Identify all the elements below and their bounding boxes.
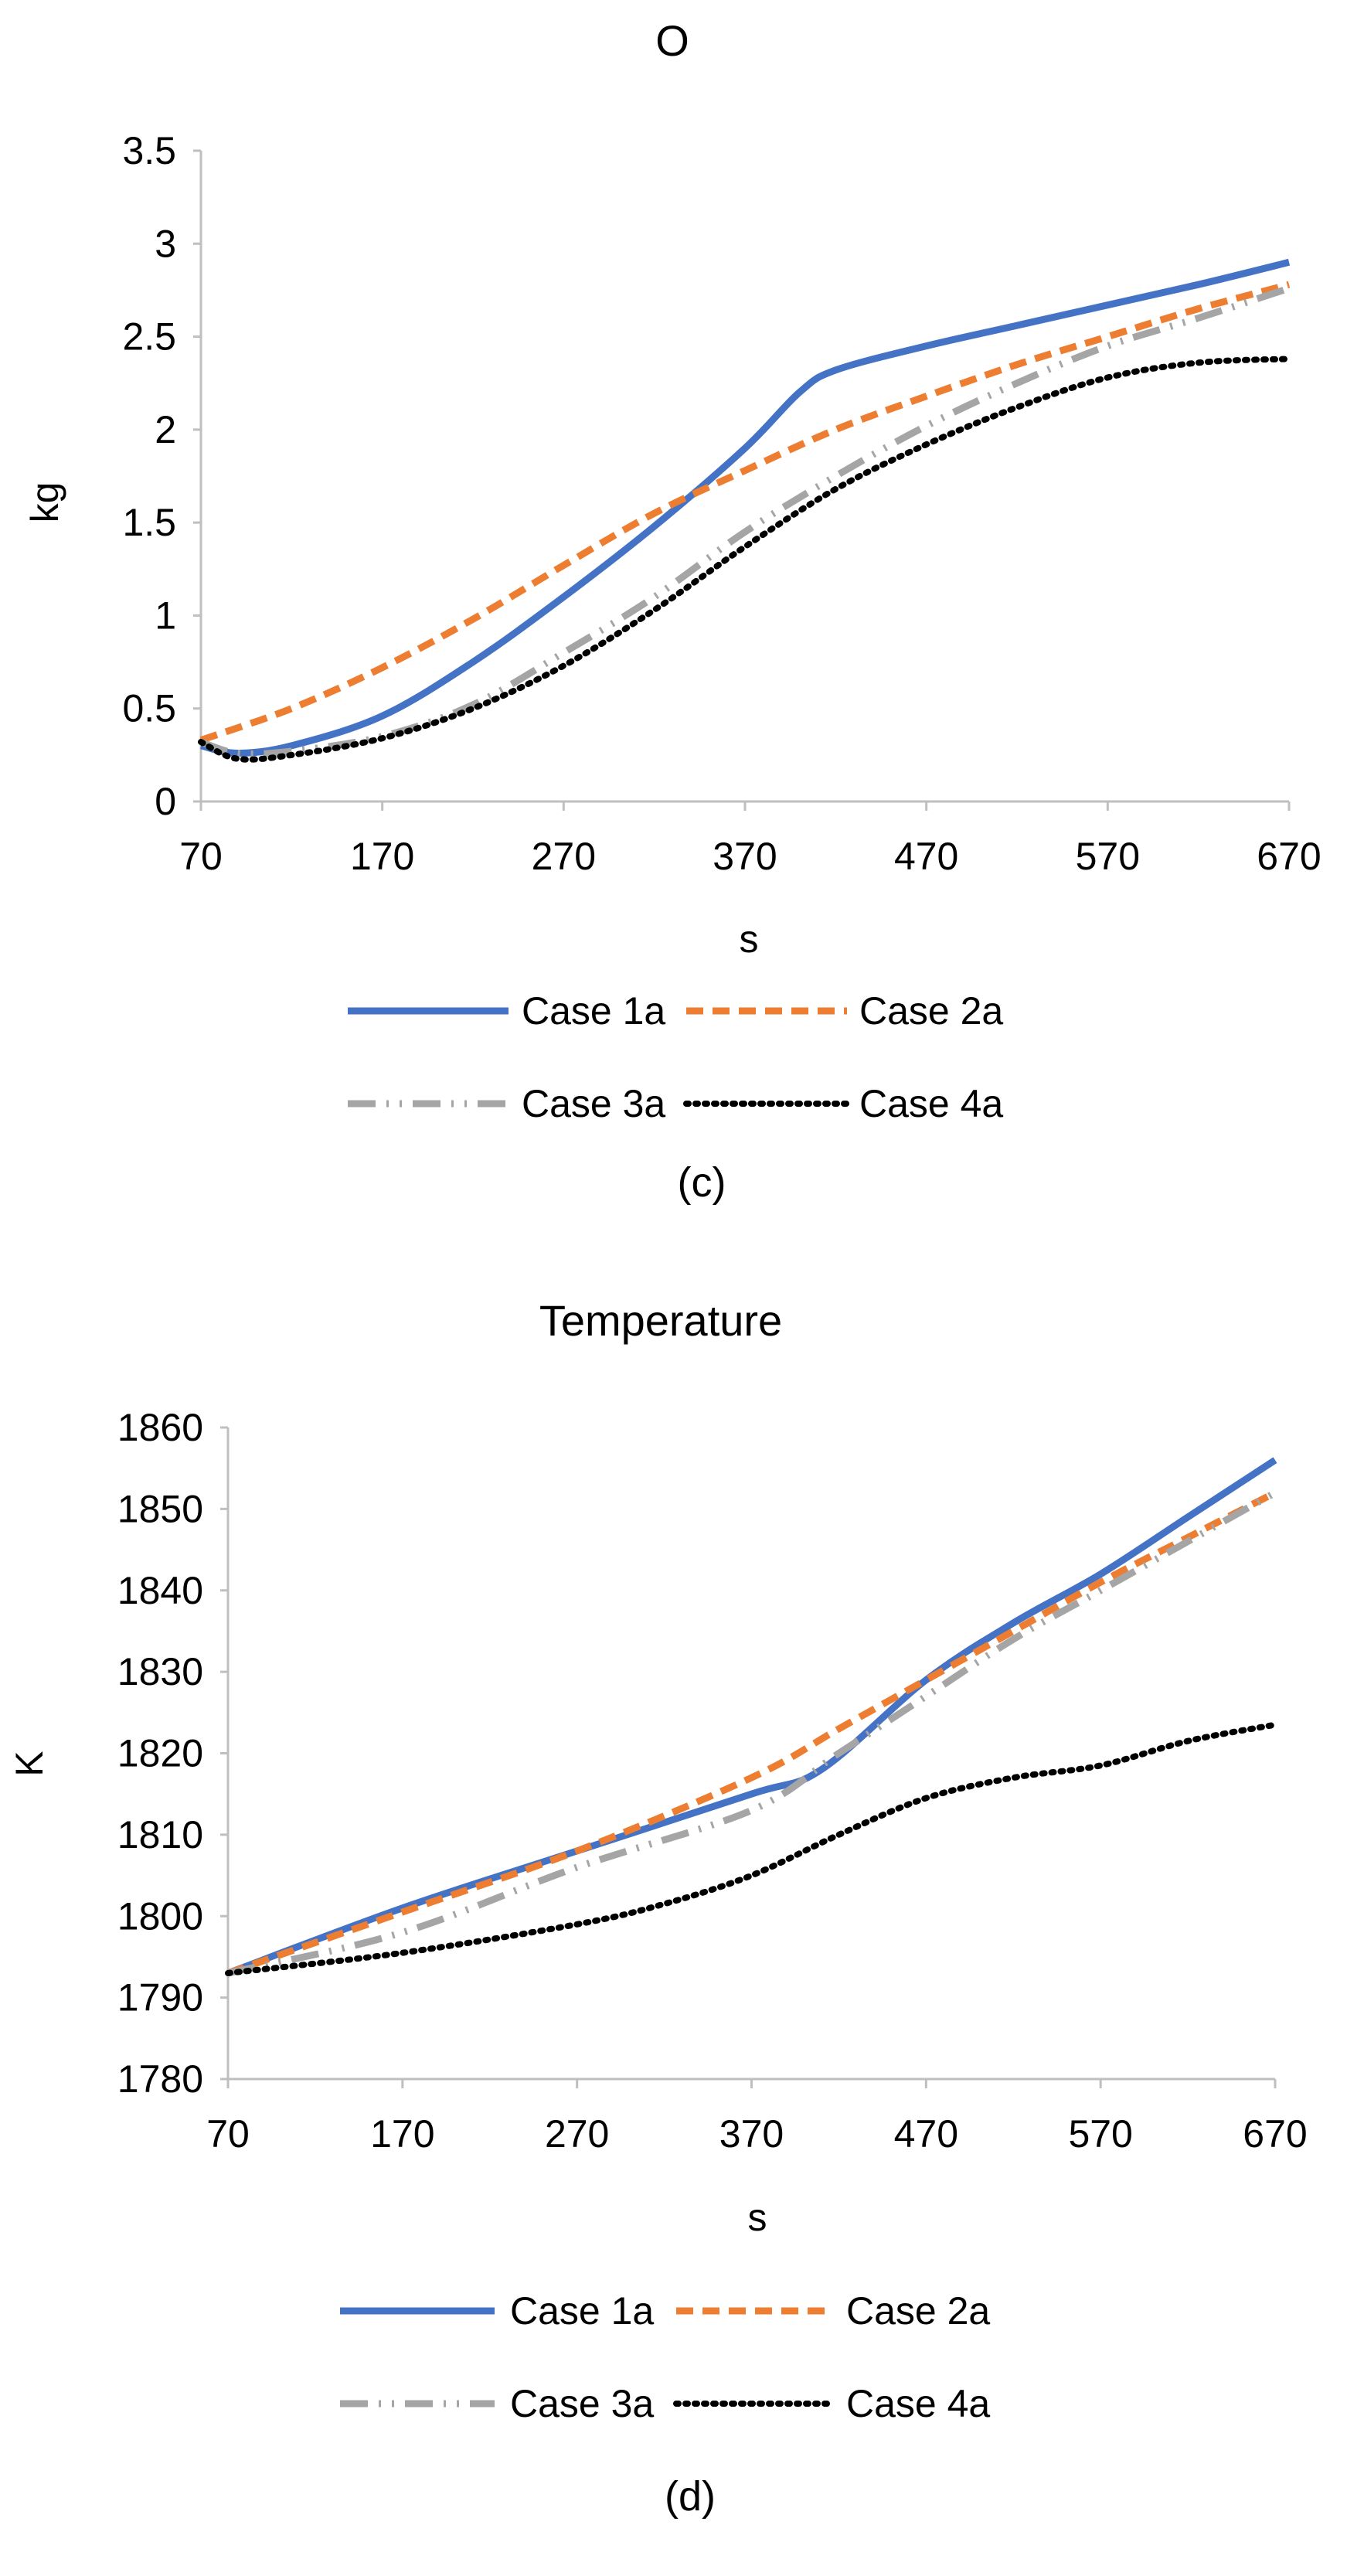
series-line-case-2a <box>199 281 1291 744</box>
y-tick-label: 1860 <box>117 1406 203 1449</box>
y-tick-label: 1820 <box>117 1732 203 1775</box>
y-axis-title: K <box>8 1751 51 1776</box>
chart-title: Temperature <box>539 1296 782 1345</box>
legend-label: Case 1a <box>522 989 665 1033</box>
legend: Case 1a Case 2a Case 3a Case 4a <box>340 2289 990 2425</box>
y-tick-label: 1840 <box>117 1569 203 1612</box>
series-line-case-3a <box>199 284 1291 758</box>
x-tick-label: 270 <box>532 835 596 878</box>
legend-label: Case 2a <box>859 989 1003 1033</box>
y-tick-label: 0.5 <box>122 687 176 730</box>
y-tick-label: 1780 <box>117 2057 203 2101</box>
y-tick-label: 3 <box>155 222 176 265</box>
series-line-case-1a <box>199 258 1291 757</box>
y-tick-label: 0 <box>155 780 176 823</box>
x-tick-label: 570 <box>1076 835 1140 878</box>
legend-label: Case 3a <box>510 2382 654 2425</box>
x-tick-label: 670 <box>1257 835 1321 878</box>
series-line-case-4a <box>225 1721 1278 1976</box>
y-axis-title: kg <box>23 482 66 523</box>
x-axis-title: s <box>740 917 759 961</box>
y-tick-label: 1790 <box>117 1976 203 2020</box>
y-tick-label: 1810 <box>117 1813 203 1856</box>
y-tick-label: 1.5 <box>122 501 176 544</box>
x-tick-label: 570 <box>1068 2112 1132 2156</box>
series-line-case-2a <box>226 1489 1277 1977</box>
legend: Case 1a Case 2a Case 3a Case 4a <box>348 989 1003 1125</box>
x-tick-label: 470 <box>894 2112 958 2156</box>
y-tick-label: 3.5 <box>122 129 176 172</box>
series-line-case-1a <box>226 1457 1277 1977</box>
y-tick-label: 2.5 <box>122 315 176 359</box>
y-tick-label: 1830 <box>117 1650 203 1693</box>
legend-label: Case 4a <box>859 1082 1003 1125</box>
x-tick-label: 170 <box>350 835 414 878</box>
x-tick-label: 70 <box>179 835 223 878</box>
y-tick-label: 2 <box>155 408 176 451</box>
x-tick-label: 270 <box>545 2112 609 2156</box>
legend-label: Case 4a <box>846 2382 990 2425</box>
legend-label: Case 2a <box>846 2289 990 2333</box>
series-line-case-3a <box>226 1489 1277 1977</box>
x-tick-label: 670 <box>1243 2112 1307 2156</box>
x-tick-label: 470 <box>894 835 958 878</box>
chart-o-mass: O kg s 0 0.5 1 1.5 2 2.5 3 3.5 70 170 270 370 470 570… <box>23 16 1321 1206</box>
x-tick-label: 370 <box>719 2112 784 2156</box>
x-tick-label: 70 <box>206 2112 250 2156</box>
figure-caption: (c) <box>678 1159 726 1206</box>
y-tick-label: 1800 <box>117 1894 203 1938</box>
x-tick-label: 370 <box>713 835 777 878</box>
figure-caption: (d) <box>665 2473 716 2520</box>
x-axis-title: s <box>748 2196 767 2239</box>
x-tick-label: 170 <box>370 2112 434 2156</box>
y-tick-label: 1850 <box>117 1487 203 1530</box>
chart-title: O <box>655 16 689 65</box>
chart-temperature: Temperature K s 1780 1790 1800 1810 1820 1830… <box>8 1296 1308 2520</box>
legend-label: Case 1a <box>510 2289 654 2333</box>
y-tick-label: 1 <box>155 594 176 637</box>
legend-label: Case 3a <box>522 1082 665 1125</box>
series-line-case-4a <box>198 356 1292 763</box>
